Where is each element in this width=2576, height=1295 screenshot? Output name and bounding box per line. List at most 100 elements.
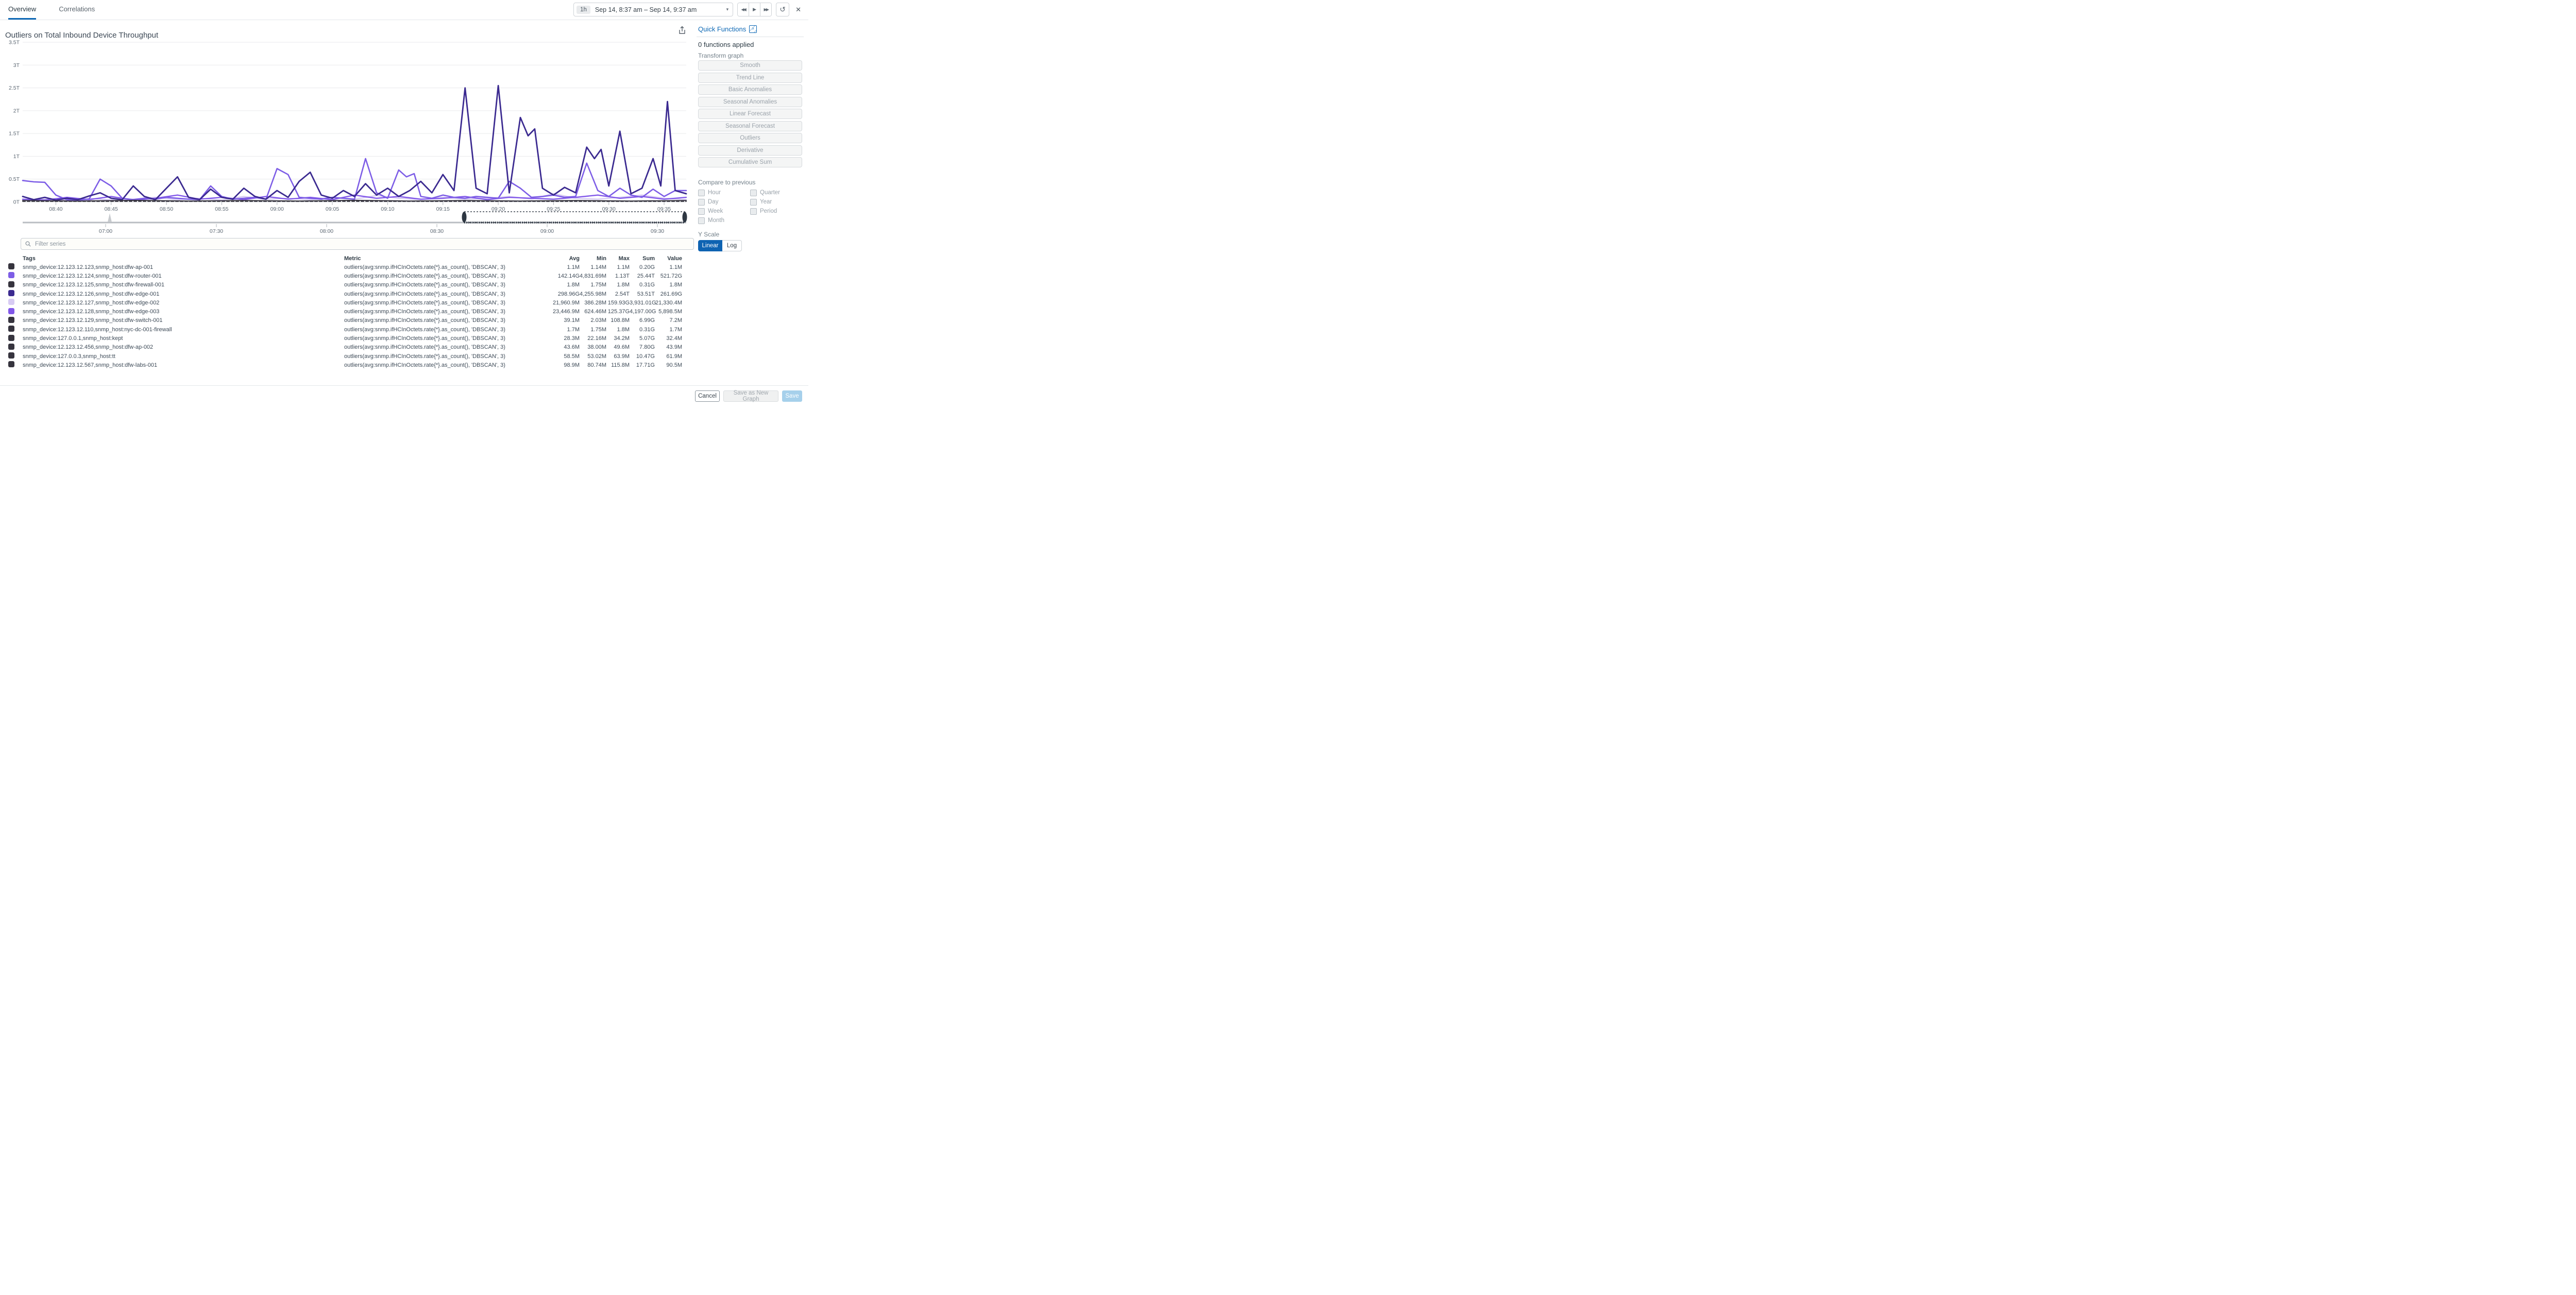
shift-back-button[interactable]: ◀◀: [738, 3, 750, 16]
series-color-swatch[interactable]: [8, 316, 14, 323]
col-value: Value: [667, 255, 682, 262]
transform-button-cumulative-sum[interactable]: Cumulative Sum: [698, 157, 802, 167]
yscale-option-linear[interactable]: Linear: [698, 240, 722, 251]
checkbox-icon[interactable]: [698, 208, 705, 215]
tab-overview[interactable]: Overview: [8, 0, 37, 20]
play-button[interactable]: ▶: [749, 3, 761, 16]
yscale-option-log[interactable]: Log: [722, 240, 742, 251]
shift-forward-button[interactable]: ▶▶: [760, 3, 772, 16]
series-color-swatch[interactable]: [8, 308, 14, 314]
y-axis-tick-label: 0.5T: [9, 176, 20, 182]
checkbox-icon[interactable]: [750, 198, 757, 206]
transform-button-seasonal-forecast[interactable]: Seasonal Forecast: [698, 121, 802, 131]
table-row: snmp_device:12.123.12.110,snmp_host:nyc-…: [8, 325, 682, 334]
stat-min: 4,255.98M: [580, 291, 606, 297]
timeline-brush[interactable]: [464, 211, 685, 223]
col-avg: Avg: [569, 255, 580, 262]
checkbox-icon[interactable]: [698, 217, 705, 224]
stat-sum: 3,931.01G: [630, 299, 656, 306]
compare-checkbox-month[interactable]: Month: [698, 216, 750, 225]
series-table: Tags Metric Avg Min Max Sum Value snmp_d…: [8, 254, 682, 370]
transform-button-linear-forecast[interactable]: Linear Forecast: [698, 109, 802, 119]
compare-checkbox-day[interactable]: Day: [698, 197, 750, 207]
refresh-icon: ↺: [779, 5, 786, 13]
series-table-header: Tags Metric Avg Min Max Sum Value: [8, 254, 682, 263]
quick-functions-link[interactable]: Quick Functions ›: [698, 25, 757, 33]
series-color-swatch[interactable]: [8, 299, 14, 305]
stat-value: 43.9M: [666, 344, 682, 351]
stat-max: 1.8M: [617, 326, 630, 333]
time-range-preset-chip[interactable]: 1h: [577, 5, 590, 14]
series-line-dfw-router-001[interactable]: [22, 158, 687, 201]
stat-sum: 0.31G: [639, 282, 655, 288]
y-scale-label: Y Scale: [698, 231, 720, 238]
timeline-tick-label: 07:00: [99, 228, 112, 234]
stat-max: 2.54T: [615, 291, 630, 297]
stat-max: 63.9M: [614, 353, 630, 360]
rewind-icon: ◀◀: [741, 7, 746, 12]
series-color-swatch[interactable]: [8, 343, 14, 350]
series-color-swatch[interactable]: [8, 263, 14, 270]
compare-to-previous-label: Compare to previous: [698, 179, 756, 186]
tab-correlations[interactable]: Correlations: [59, 5, 95, 13]
transform-button-seasonal-anomalies[interactable]: Seasonal Anomalies: [698, 96, 802, 107]
series-color-swatch[interactable]: [8, 334, 14, 341]
x-axis-tick-label: 08:50: [160, 206, 173, 212]
transform-button-outliers[interactable]: Outliers: [698, 133, 802, 143]
series-color-swatch[interactable]: [8, 361, 14, 368]
export-graph-button[interactable]: [677, 26, 687, 35]
stat-min: 1.14M: [590, 264, 606, 270]
timeline-tick-label: 09:30: [651, 228, 664, 234]
y-scale-toggle: Linear Log: [698, 240, 742, 251]
compare-checkbox-year[interactable]: Year: [750, 197, 802, 207]
refresh-button[interactable]: ↺: [776, 3, 790, 16]
quick-functions-label: Quick Functions: [698, 25, 747, 33]
col-sum: Sum: [642, 255, 655, 262]
series-filter-input[interactable]: [34, 240, 689, 248]
series-color-swatch[interactable]: [8, 326, 14, 332]
stat-max: 1.1M: [617, 264, 630, 270]
time-range-selector[interactable]: 1h Sep 14, 8:37 am – Sep 14, 9:37 am ▾: [573, 3, 734, 16]
compare-checkbox-period[interactable]: Period: [750, 207, 802, 216]
y-axis-tick-label: 2T: [13, 108, 20, 114]
cancel-button[interactable]: Cancel: [695, 390, 720, 402]
checkbox-icon[interactable]: [698, 198, 705, 206]
transform-button-smooth[interactable]: Smooth: [698, 60, 802, 71]
export-icon: [679, 26, 685, 34]
checkbox-icon[interactable]: [750, 189, 757, 196]
stat-avg: 1.7M: [567, 326, 580, 333]
transform-graph-label: Transform graph: [698, 52, 744, 59]
series-line-dfw-switch-001[interactable]: [22, 199, 687, 202]
close-button[interactable]: ✕: [795, 5, 801, 13]
series-table-body: snmp_device:12.123.12.123,snmp_host:dfw-…: [8, 263, 682, 370]
open-panel-icon: ›: [749, 25, 757, 33]
transform-button-trend-line[interactable]: Trend Line: [698, 72, 802, 83]
series-color-swatch[interactable]: [8, 352, 14, 359]
stat-value: 7.2M: [669, 317, 682, 324]
transform-button-derivative[interactable]: Derivative: [698, 145, 802, 156]
stat-value: 1.8M: [669, 282, 682, 288]
checkbox-icon[interactable]: [698, 189, 705, 196]
series-color-swatch[interactable]: [8, 272, 14, 279]
timeline-tick-label: 07:30: [210, 228, 223, 234]
series-tags: snmp_device:12.123.12.456,snmp_host:dfw-…: [23, 344, 154, 351]
throughput-chart[interactable]: 3.5T 3T 2.5T 2T 1.5T 1T 0.5T 0T 08:40 08:45 08:50 0…: [0, 20, 808, 237]
stat-avg: 142.14G: [557, 272, 580, 279]
compare-checkbox-hour[interactable]: Hour: [698, 188, 750, 197]
compare-checkbox-week[interactable]: Week: [698, 207, 750, 216]
transform-button-basic-anomalies[interactable]: Basic Anomalies: [698, 84, 802, 95]
stat-sum: 0.31G: [639, 326, 655, 333]
save-button[interactable]: Save: [782, 390, 802, 402]
compare-checkbox-quarter[interactable]: Quarter: [750, 188, 802, 197]
y-axis-tick-label: 3.5T: [9, 40, 20, 46]
series-line-dfw-edge-001[interactable]: [22, 84, 687, 201]
brush-handle-left[interactable]: [462, 212, 467, 223]
stat-value: 61.9M: [666, 353, 682, 360]
checkbox-icon[interactable]: [750, 208, 757, 215]
stat-min: 386.28M: [584, 299, 606, 306]
stat-avg: 28.3M: [564, 335, 580, 342]
brush-handle-right[interactable]: [682, 212, 687, 223]
series-color-swatch[interactable]: [8, 290, 14, 297]
save-as-new-graph-button[interactable]: Save as New Graph: [723, 390, 778, 402]
series-color-swatch[interactable]: [8, 281, 14, 287]
